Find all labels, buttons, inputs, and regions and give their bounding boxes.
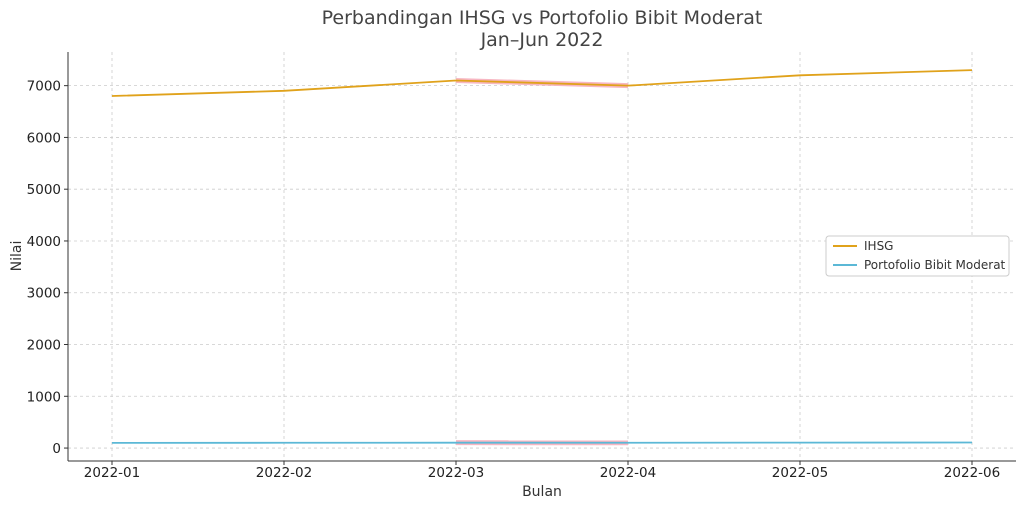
y-tick-label-0: 0 [52, 441, 61, 457]
y-tick-label-7000: 7000 [27, 79, 61, 95]
legend: IHSG Portofolio Bibit Moderat [825, 235, 1010, 277]
chart-subtitle: Jan–Jun 2022 [480, 29, 604, 51]
y-tick-label-3000: 3000 [27, 286, 61, 302]
x-tick-label-2022-06: 2022-06 [944, 465, 1000, 481]
chart-title: Perbandingan IHSG vs Portofolio Bibit Mo… [322, 7, 763, 29]
series-lines [111, 69, 973, 444]
legend-label-ihsg: IHSG [864, 239, 893, 253]
legend-box [825, 235, 1010, 277]
x-tick-label-2022-04: 2022-04 [600, 465, 656, 481]
y-axis-label: Nilai [9, 241, 25, 272]
grid [68, 52, 1016, 461]
legend-label-portofolio: Portofolio Bibit Moderat [864, 258, 1006, 272]
x-tick-label-2022-03: 2022-03 [428, 465, 484, 481]
axes [67, 52, 1016, 462]
y-tick-label-5000: 5000 [27, 182, 61, 198]
tick-labels: 2022-01 2022-02 2022-03 2022-04 2022-05 2022-… [27, 79, 1001, 481]
y-tick-label-1000: 1000 [27, 389, 61, 405]
x-tick-label-2022-01: 2022-01 [84, 465, 140, 481]
highlight-segments [455, 77, 629, 446]
series-line-ihsg [111, 69, 973, 97]
x-tick-label-2022-02: 2022-02 [256, 465, 312, 481]
y-tick-label-4000: 4000 [27, 234, 61, 250]
y-tick-label-6000: 6000 [27, 130, 61, 146]
x-axis-label: Bulan [522, 484, 562, 500]
x-tick-label-2022-05: 2022-05 [772, 465, 828, 481]
y-tick-label-2000: 2000 [27, 338, 61, 354]
